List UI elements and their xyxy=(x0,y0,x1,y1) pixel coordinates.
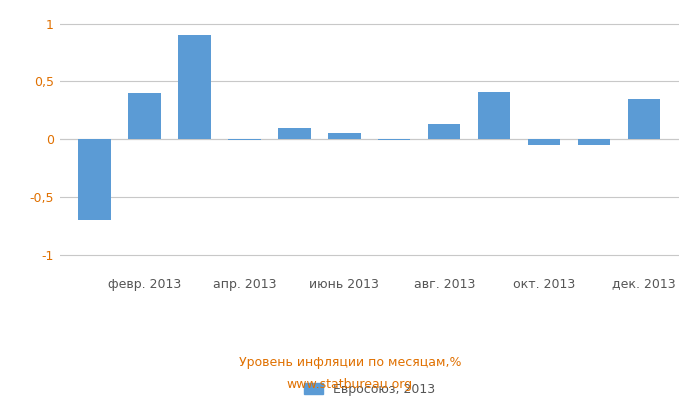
Bar xyxy=(378,139,410,140)
Bar xyxy=(228,139,260,140)
Bar xyxy=(628,99,660,139)
Text: Уровень инфляции по месяцам,%: Уровень инфляции по месяцам,% xyxy=(239,356,461,369)
Bar xyxy=(78,139,111,220)
Legend: Евросоюз, 2013: Евросоюз, 2013 xyxy=(299,378,440,400)
Bar xyxy=(528,139,560,145)
Bar xyxy=(478,92,510,139)
Bar xyxy=(578,139,610,145)
Text: www.statbureau.org: www.statbureau.org xyxy=(287,378,413,391)
Bar xyxy=(328,133,360,139)
Bar xyxy=(128,93,161,139)
Bar xyxy=(428,124,461,139)
Bar xyxy=(278,128,311,139)
Bar xyxy=(178,35,211,139)
